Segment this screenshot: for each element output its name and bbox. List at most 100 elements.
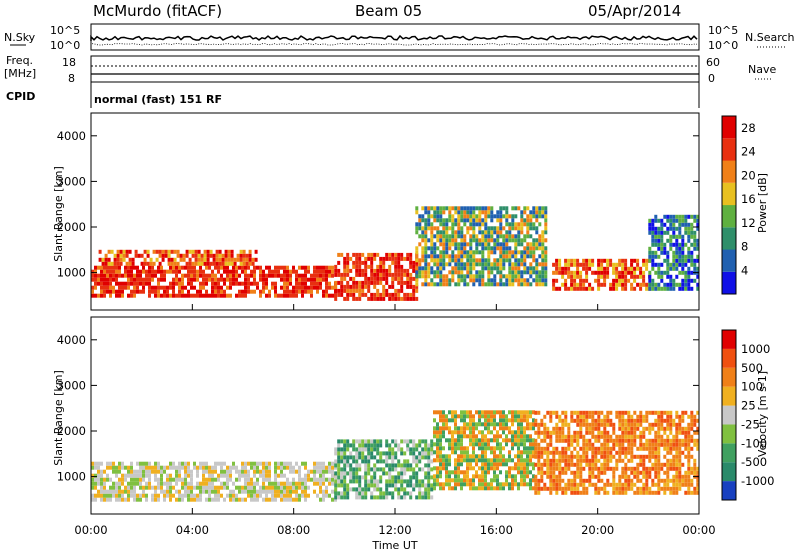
power-cell (127, 269, 130, 274)
velocity-cell (322, 461, 325, 466)
velocity-cell (543, 486, 547, 491)
velocity-cell (618, 442, 622, 447)
power-cell (346, 288, 350, 293)
velocity-cell (346, 443, 350, 448)
power-cell (346, 292, 350, 297)
velocity-cell (481, 414, 484, 419)
power-cell (394, 272, 398, 277)
power-cell (214, 281, 217, 286)
velocity-cell (154, 461, 157, 466)
velocity-cell (208, 465, 211, 470)
power-cell (645, 286, 649, 291)
power-cell (651, 266, 655, 271)
power-cell (119, 257, 123, 262)
power-cell (690, 242, 694, 247)
power-cell (460, 234, 464, 239)
power-cell (292, 285, 295, 290)
velocity-cell (460, 438, 463, 443)
power-cell (355, 260, 359, 265)
power-cell (199, 273, 202, 278)
velocity-cell (630, 458, 634, 463)
power-cell (594, 270, 598, 275)
power-cell (340, 280, 344, 285)
power-cell (229, 277, 232, 282)
velocity-cell (127, 485, 130, 490)
velocity-cell (394, 455, 398, 460)
velocity-cell (603, 462, 607, 467)
power-cell (94, 281, 97, 286)
velocity-cell (585, 414, 589, 419)
power-cell (541, 238, 545, 243)
velocity-cell (505, 474, 508, 479)
velocity-cell (370, 491, 374, 496)
velocity-cell (421, 491, 425, 496)
velocity-cell (564, 458, 568, 463)
velocity-cell (292, 465, 295, 470)
velocity-cell (280, 493, 283, 498)
velocity-cell (555, 466, 559, 471)
velocity-cell (397, 471, 401, 476)
velocity-cell (412, 439, 416, 444)
power-cell (487, 214, 491, 219)
power-cell (538, 254, 542, 259)
power-cell (235, 265, 238, 270)
velocity-cell (582, 454, 586, 459)
velocity-cell (564, 462, 568, 467)
power-cell (373, 292, 377, 297)
velocity-cell (532, 426, 535, 431)
velocity-cell (211, 497, 214, 502)
velocity-cell (106, 493, 109, 498)
velocity-cell (358, 467, 362, 472)
power-cell (208, 265, 211, 270)
velocity-cell (502, 438, 505, 443)
power-cell (454, 270, 458, 275)
power-cell (535, 226, 539, 231)
power-cell (651, 226, 655, 231)
power-cell (439, 274, 443, 279)
velocity-cell (121, 465, 124, 470)
power-cell (493, 226, 497, 231)
power-cell (209, 253, 213, 258)
power-cell (457, 242, 461, 247)
velocity-cell (684, 474, 688, 479)
power-cell (538, 278, 542, 283)
velocity-cell (517, 462, 520, 467)
velocity-cell (642, 426, 646, 431)
velocity-cell (517, 426, 520, 431)
velocity-cell (121, 461, 124, 466)
velocity-cell (358, 463, 362, 468)
power-cell (163, 273, 166, 278)
power-cell (573, 282, 577, 287)
velocity-cell (232, 493, 235, 498)
power-cell (678, 234, 682, 239)
power-cell (430, 214, 434, 219)
velocity-cell (355, 463, 359, 468)
power-cell (529, 262, 533, 267)
colorbar-tick-label: -500 (741, 455, 767, 469)
velocity-cell (214, 489, 217, 494)
power-cell (125, 253, 129, 258)
velocity-cell (573, 438, 577, 443)
power-cell (391, 280, 395, 285)
power-cell (370, 272, 374, 277)
power-cell (657, 254, 661, 259)
velocity-cell (358, 479, 362, 484)
power-cell (451, 242, 455, 247)
power-cell (535, 238, 539, 243)
velocity-cell (256, 493, 259, 498)
velocity-cell (669, 414, 673, 419)
velocity-cell (460, 454, 463, 459)
power-cell (672, 262, 676, 267)
power-cell (520, 262, 524, 267)
velocity-cell (690, 482, 694, 487)
velocity-cell (603, 434, 607, 439)
velocity-cell (639, 478, 643, 483)
velocity-cell (430, 467, 434, 472)
velocity-cell (693, 418, 697, 423)
power-cell (379, 292, 383, 297)
velocity-cell (591, 442, 595, 447)
power-cell (660, 286, 664, 291)
power-cell (457, 282, 461, 287)
power-cell (663, 250, 667, 255)
